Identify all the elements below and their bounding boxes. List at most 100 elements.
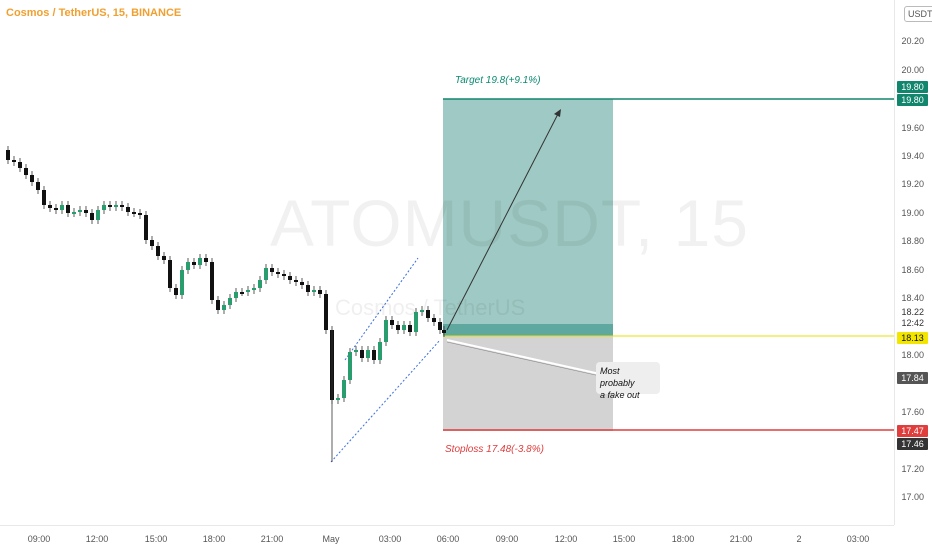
projection-arrow[interactable] xyxy=(446,111,560,331)
time-tick: May xyxy=(322,534,340,544)
currency-badge[interactable]: USDT xyxy=(904,6,932,22)
candle-body xyxy=(414,312,418,332)
candle-body xyxy=(246,290,250,292)
arrow-head xyxy=(554,109,561,117)
price-tick: 18.60 xyxy=(901,265,924,275)
time-tick: 21:00 xyxy=(729,534,753,544)
candle-body xyxy=(402,325,406,330)
candle-body xyxy=(420,310,424,312)
time-tick: 03:00 xyxy=(846,534,870,544)
time-axis[interactable]: 09:00 12:00 15:00 18:00 21:00 May 03:00 … xyxy=(0,525,894,551)
candle-body xyxy=(162,256,166,260)
time-tick: 2 xyxy=(796,534,802,544)
candle-body xyxy=(96,210,100,220)
current-price-label: 18.22 xyxy=(901,307,924,317)
stop-price-label: 17.47 xyxy=(897,425,928,437)
candle-body xyxy=(36,182,40,190)
price-tick: 17.60 xyxy=(901,407,924,417)
price-chart[interactable] xyxy=(0,0,894,525)
target-price-label-2: 19.80 xyxy=(897,94,928,106)
candle-body xyxy=(300,282,304,285)
price-tick: 19.60 xyxy=(901,123,924,133)
time-tick: 12:00 xyxy=(85,534,109,544)
candle-body xyxy=(186,262,190,270)
candle-body xyxy=(24,168,28,175)
candle-body xyxy=(108,205,112,207)
candle-body xyxy=(276,272,280,274)
candle-body xyxy=(18,162,22,168)
candle-body xyxy=(216,300,220,310)
candlestick-series xyxy=(6,146,446,462)
candle-body xyxy=(60,205,64,210)
candle-body xyxy=(144,215,148,240)
profit-zone[interactable] xyxy=(443,99,613,335)
candle-body xyxy=(48,205,52,208)
entry-price-label: 18.13 xyxy=(897,332,928,344)
candle-body xyxy=(72,212,76,214)
candle-body xyxy=(84,210,88,213)
candle-body xyxy=(210,262,214,300)
time-tick: 09:00 xyxy=(27,534,51,544)
candle-body xyxy=(306,285,310,292)
candle-body xyxy=(168,260,172,288)
candle-body xyxy=(204,258,208,262)
loss-zone[interactable] xyxy=(443,336,613,431)
candle-body xyxy=(354,350,358,352)
candle-body xyxy=(438,322,442,330)
channel-upper-line[interactable] xyxy=(344,257,419,361)
price-axis[interactable]: 20.20 20.00 19.60 19.40 19.20 19.00 18.8… xyxy=(895,0,932,525)
candle-body xyxy=(180,270,184,295)
callout-line-shadow xyxy=(446,341,601,377)
fake-out-note[interactable]: Most probably a fake out xyxy=(596,362,660,400)
time-tick: 21:00 xyxy=(260,534,284,544)
price-tick: 18.40 xyxy=(901,293,924,303)
time-tick: 12:00 xyxy=(554,534,578,544)
candle-body xyxy=(6,150,10,160)
price-tick: 18.00 xyxy=(901,350,924,360)
time-tick: 15:00 xyxy=(612,534,636,544)
candle-body xyxy=(324,294,328,330)
candle-body xyxy=(66,205,70,213)
candle-body xyxy=(252,288,256,290)
entry-band xyxy=(443,324,613,336)
price-tick: 20.00 xyxy=(901,65,924,75)
candle-body xyxy=(222,305,226,310)
candle-body xyxy=(442,330,446,333)
price-tick: 19.20 xyxy=(901,179,924,189)
candle-body xyxy=(348,352,352,380)
note-line-1: Most probably xyxy=(600,366,635,388)
chart-canvas[interactable]: ATOMUSDT, 15 Cosmos / TetherUS Cosmos / … xyxy=(0,0,895,525)
candle-body xyxy=(384,320,388,342)
candle-body xyxy=(12,160,16,162)
channel-lower-line[interactable] xyxy=(330,339,441,463)
time-tick: 03:00 xyxy=(378,534,402,544)
price-tick: 17.00 xyxy=(901,492,924,502)
candle-body xyxy=(42,190,46,205)
price-tick: 17.20 xyxy=(901,464,924,474)
candle-body xyxy=(264,268,268,280)
candle-body xyxy=(228,298,232,305)
candle-body xyxy=(282,274,286,276)
price-tick: 20.20 xyxy=(901,36,924,46)
candle-body xyxy=(342,380,346,398)
symbol-title[interactable]: Cosmos / TetherUS, 15, BINANCE xyxy=(6,7,182,19)
candle-body xyxy=(174,288,178,295)
candle-body xyxy=(312,290,316,292)
price-tick: 18.80 xyxy=(901,236,924,246)
candle-body xyxy=(234,292,238,298)
price-tick: 19.40 xyxy=(901,151,924,161)
candle-body xyxy=(132,212,136,214)
stoploss-label: Stoploss 17.48(-3.8%) xyxy=(445,444,544,455)
candle-body xyxy=(126,207,130,212)
candle-body xyxy=(294,280,298,282)
candle-body xyxy=(30,175,34,182)
candle-body xyxy=(336,398,340,400)
candle-body xyxy=(270,268,274,272)
candle-body xyxy=(54,208,58,210)
candle-body xyxy=(396,325,400,330)
candle-body xyxy=(378,342,382,360)
candle-body xyxy=(240,292,244,294)
watermark-ticker: ATOMUSDT, 15 xyxy=(270,186,749,260)
candle-body xyxy=(102,205,106,210)
candle-body xyxy=(120,205,124,207)
